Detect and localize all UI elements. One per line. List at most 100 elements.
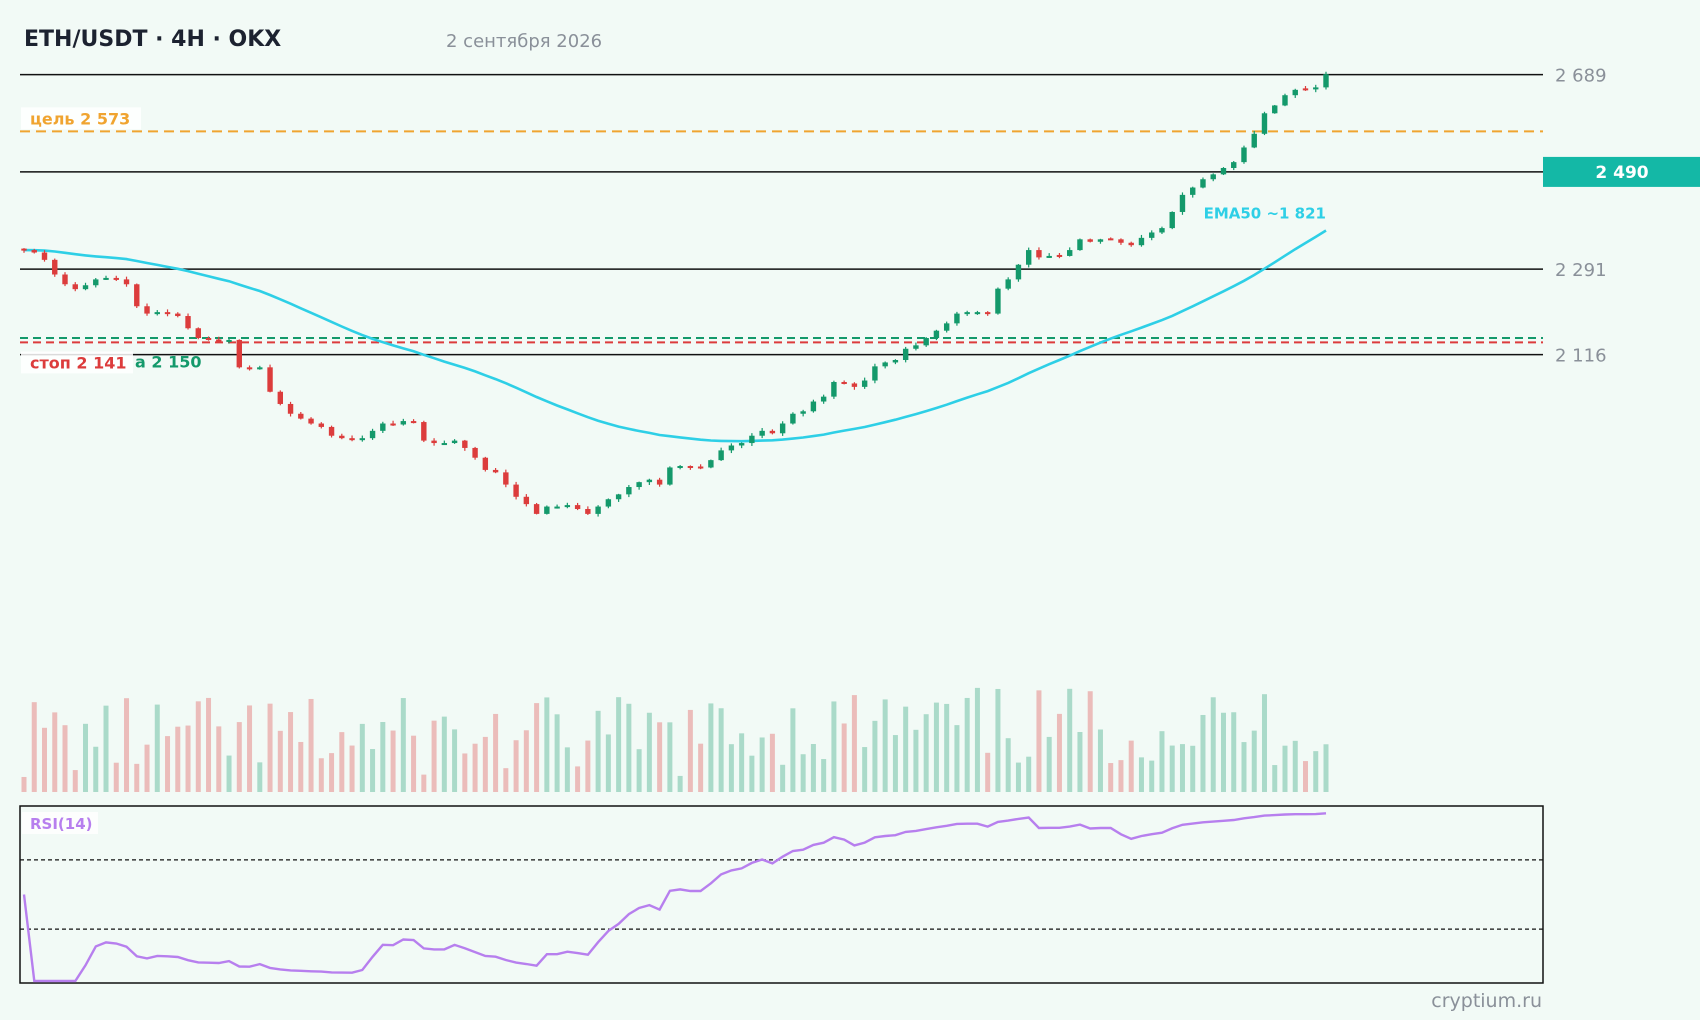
rsi-label: RSI(14): [30, 815, 93, 833]
volume-bar: [554, 714, 560, 792]
candle-body: [103, 277, 109, 280]
volume-bar: [698, 743, 704, 792]
volume-bar: [718, 708, 724, 792]
candle-body: [144, 306, 150, 314]
candle-body: [503, 472, 509, 485]
chart-title: ETH/USDT · 4H · OKX: [24, 27, 282, 52]
candle-body: [1097, 239, 1104, 242]
volume-bar: [1128, 740, 1134, 792]
candle-body: [533, 504, 540, 514]
volume-bar: [1231, 712, 1237, 792]
candle-body: [195, 328, 201, 339]
volume-bar: [657, 722, 663, 792]
volume-bar: [513, 740, 519, 792]
candle-body: [1210, 174, 1216, 180]
volume-bar: [944, 703, 950, 792]
candle-body: [1251, 133, 1257, 148]
candle-body: [328, 426, 335, 436]
candle-body: [872, 366, 878, 381]
candle-body: [585, 509, 591, 514]
candle-body: [369, 430, 376, 439]
candle-body: [308, 418, 314, 424]
candle-body: [216, 339, 222, 342]
candle-body: [472, 447, 478, 458]
candle-body: [1272, 105, 1278, 114]
volume-bar: [1261, 694, 1267, 792]
volume-bar: [1200, 714, 1206, 792]
candle-body: [728, 445, 735, 451]
candle-body: [615, 494, 622, 500]
volume-bar: [1302, 761, 1308, 792]
candle-body: [52, 259, 58, 275]
volume-bar: [759, 737, 765, 792]
volume-bar: [493, 713, 499, 792]
volume-bar: [359, 723, 365, 792]
candle-body: [1231, 162, 1237, 168]
ema-label: EMA50 ~1 821: [1204, 204, 1326, 222]
y-tick-label: 2 291: [1555, 260, 1607, 281]
candle-body: [1118, 239, 1124, 243]
candle-body: [687, 466, 694, 469]
volume-bar: [113, 762, 119, 792]
volume-bar: [1108, 763, 1114, 792]
candle-body: [1159, 228, 1165, 233]
candle-body: [339, 435, 345, 439]
volume-bar: [134, 763, 140, 792]
volume-bar: [154, 704, 160, 792]
candle-body: [513, 484, 519, 497]
candle-body: [113, 277, 119, 280]
candle-body: [31, 250, 37, 253]
rsi-panel: [19, 805, 1544, 984]
candle-body: [1056, 254, 1063, 257]
candle-body: [913, 345, 919, 349]
volume-bar: [687, 709, 693, 792]
candle-body: [749, 435, 755, 444]
volume-bar: [1046, 736, 1052, 792]
volume-bar: [349, 745, 355, 792]
volume-bar: [308, 698, 314, 792]
candle-body: [790, 413, 796, 424]
volume-bar: [985, 752, 991, 792]
volume-bar: [780, 764, 786, 792]
volume-bar: [954, 725, 960, 792]
candle-body: [82, 285, 89, 290]
rsi-line: [22, 812, 1327, 983]
candle-body: [1128, 242, 1134, 246]
candle-body: [708, 460, 714, 468]
candle-body: [318, 423, 325, 427]
candle-body: [93, 279, 99, 286]
volume-bar: [339, 732, 345, 792]
candle-body: [923, 338, 929, 346]
candle-body: [646, 479, 653, 483]
candle-body: [851, 383, 858, 387]
candle-body: [656, 479, 663, 485]
candle-body: [769, 430, 776, 434]
candle-body: [164, 312, 171, 315]
candle-body: [226, 339, 232, 342]
candle-body: [523, 496, 530, 505]
candle-body: [441, 443, 448, 446]
candle-body: [841, 381, 847, 384]
candle-body: [1220, 168, 1227, 175]
volume-bar: [1313, 751, 1319, 792]
volume-bar: [42, 727, 48, 792]
last-price-badge: [1543, 156, 1700, 187]
candle-body: [1149, 232, 1155, 238]
rsi-label-bg: [22, 812, 98, 834]
volume-bar: [821, 759, 827, 792]
volume-bar: [995, 688, 1001, 792]
candle-body: [1108, 238, 1114, 241]
volume-bar: [482, 736, 488, 792]
candle-body: [995, 288, 1001, 314]
volume-bar: [267, 703, 273, 792]
volume-bar: [1056, 713, 1062, 792]
volume-bar: [626, 703, 632, 792]
volume-bar: [411, 735, 417, 792]
candle-body: [820, 396, 827, 402]
volume-bar: [21, 776, 27, 792]
candle-body: [1313, 87, 1319, 90]
volume-bar: [1169, 745, 1175, 792]
candle-body: [462, 440, 468, 448]
volume-bar: [277, 730, 283, 792]
candle-body: [41, 252, 48, 260]
